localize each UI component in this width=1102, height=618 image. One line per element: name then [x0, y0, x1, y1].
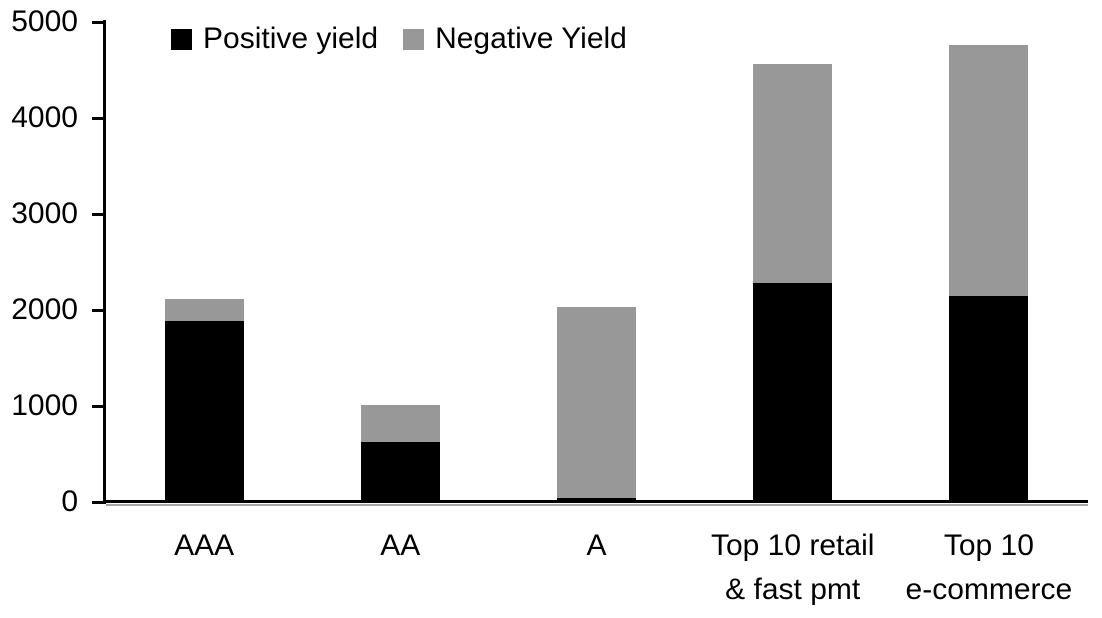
x-axis-label-line: AAA — [174, 529, 235, 562]
x-axis-label: Top 10 retail & fast pmt — [673, 524, 913, 612]
bar-segment-positive-yield — [164, 320, 244, 502]
legend-item-positive-yield: Positive yield — [171, 22, 378, 56]
bar-segment-negative-yield — [753, 64, 833, 284]
legend-item-negative-yield: Negative Yield — [403, 22, 627, 56]
bar-segment-negative-yield — [557, 306, 636, 498]
x-axis-label-line: A — [586, 529, 607, 562]
y-tick-mark — [92, 404, 106, 408]
y-tick-label: 4000 — [11, 101, 78, 134]
legend-label-positive-yield: Positive yield — [203, 22, 379, 55]
x-axis-label-line: e-commerce — [905, 573, 1073, 606]
x-axis-shadow-line — [106, 504, 1088, 506]
x-axis-label-line: & fast pmt — [725, 573, 861, 606]
y-tick-mark — [92, 212, 106, 216]
y-tick-mark — [92, 116, 106, 120]
bar-segment-positive-yield — [557, 497, 636, 502]
y-tick-mark — [92, 20, 106, 24]
x-axis-label-line: AA — [380, 529, 421, 562]
legend-swatch-negative-yield-icon — [403, 28, 425, 50]
bar-segment-positive-yield — [949, 295, 1029, 502]
bar-segment-positive-yield — [360, 442, 440, 502]
bar-segment-positive-yield — [753, 283, 833, 502]
bar-segment-negative-yield — [360, 405, 440, 443]
x-axis-label: AAA — [84, 524, 324, 568]
y-axis — [103, 20, 106, 503]
legend-swatch-positive-yield-icon — [171, 28, 192, 50]
y-tick-label: 5000 — [11, 5, 78, 38]
y-tick-label: 2000 — [11, 293, 78, 326]
y-tick-mark — [92, 500, 106, 504]
x-axis-label: Top 10 e-commerce — [869, 524, 1102, 612]
x-axis-label: AA — [280, 524, 520, 568]
y-tick-label: 0 — [61, 485, 78, 518]
y-tick-mark — [92, 308, 106, 312]
y-tick-label: 1000 — [11, 389, 78, 422]
x-axis-label: A — [477, 524, 717, 568]
x-axis — [103, 500, 1088, 503]
y-tick-label: 3000 — [11, 197, 78, 230]
bar-segment-negative-yield — [164, 299, 244, 321]
x-axis-label-line: Top 10 retail — [710, 529, 875, 562]
chart-legend: Positive yield Negative Yield — [171, 22, 652, 56]
bar-segment-negative-yield — [949, 45, 1029, 296]
legend-label-negative-yield: Negative Yield — [435, 22, 627, 55]
x-axis-label-line: Top 10 — [943, 529, 1034, 562]
